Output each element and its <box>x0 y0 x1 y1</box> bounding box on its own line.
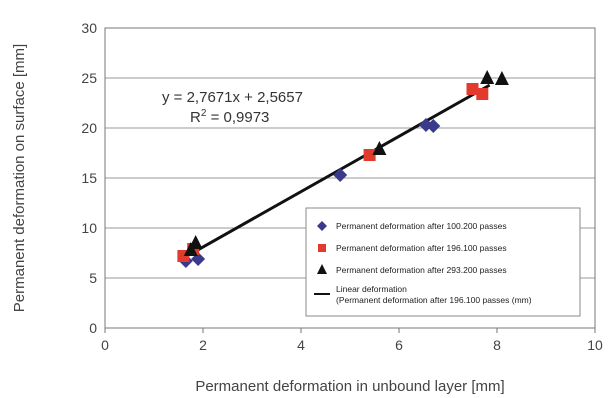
y-axis-ticks: 0 5 10 15 20 25 30 <box>81 20 97 336</box>
y-tick-label-25: 25 <box>81 70 97 86</box>
x-tick-label-0: 0 <box>101 337 109 353</box>
legend-label-series-3: Permanent deformation after 293.200 pass… <box>336 265 507 275</box>
series-1-point-3 <box>333 168 348 182</box>
y-tick-label-15: 15 <box>81 170 97 186</box>
legend-label-trendline-line1: Linear deformation <box>336 284 407 294</box>
y-tick-label-20: 20 <box>81 120 97 136</box>
r-squared-exponent: 2 <box>201 108 207 119</box>
y-tick-label-10: 10 <box>81 220 97 236</box>
legend: Permanent deformation after 100.200 pass… <box>305 207 581 317</box>
data-points <box>177 70 509 268</box>
series-3-point-2 <box>188 235 203 249</box>
legend-items: Permanent deformation after 100.200 pass… <box>314 221 532 305</box>
series-2-point-4 <box>466 83 479 95</box>
r-squared-value: = 0,9973 <box>206 109 269 126</box>
y-tick-label-30: 30 <box>81 20 97 36</box>
series-1-point-5 <box>426 119 441 133</box>
x-tick-label-2: 2 <box>199 337 207 353</box>
series-3-point-3 <box>372 141 387 155</box>
x-axis-ticks: 0 2 4 6 8 10 <box>101 328 603 353</box>
legend-label-series-1: Permanent deformation after 100.200 pass… <box>336 221 507 231</box>
r-squared-label: R2 = 0,9973 <box>190 108 269 126</box>
legend-marker-series-2 <box>318 244 326 252</box>
legend-marker-series-3 <box>317 264 327 274</box>
r-squared-prefix: R <box>190 109 201 126</box>
x-axis-title: Permanent deformation in unbound layer [… <box>195 378 504 395</box>
trendline-equation: y = 2,7671x + 2,5657 <box>162 89 303 106</box>
series-3-point-4 <box>480 70 495 84</box>
legend-marker-series-1 <box>317 221 327 231</box>
x-tick-label-10: 10 <box>587 337 603 353</box>
series-2-point-5 <box>476 88 489 100</box>
x-tick-label-4: 4 <box>297 337 305 353</box>
y-tick-label-5: 5 <box>89 270 97 286</box>
legend-label-series-2: Permanent deformation after 196.100 pass… <box>336 243 507 253</box>
series-2-point-3 <box>363 149 376 161</box>
x-tick-label-6: 6 <box>395 337 403 353</box>
y-tick-label-0: 0 <box>89 320 97 336</box>
plot-area-border <box>104 27 596 329</box>
legend-box <box>305 207 581 317</box>
x-tick-label-8: 8 <box>493 337 501 353</box>
series-3-point-5 <box>494 71 509 85</box>
y-axis-title: Permanent deformation on surface [mm] <box>11 44 28 312</box>
legend-label-trendline-line2: (Permanent deformation after 196.100 pas… <box>336 295 532 305</box>
